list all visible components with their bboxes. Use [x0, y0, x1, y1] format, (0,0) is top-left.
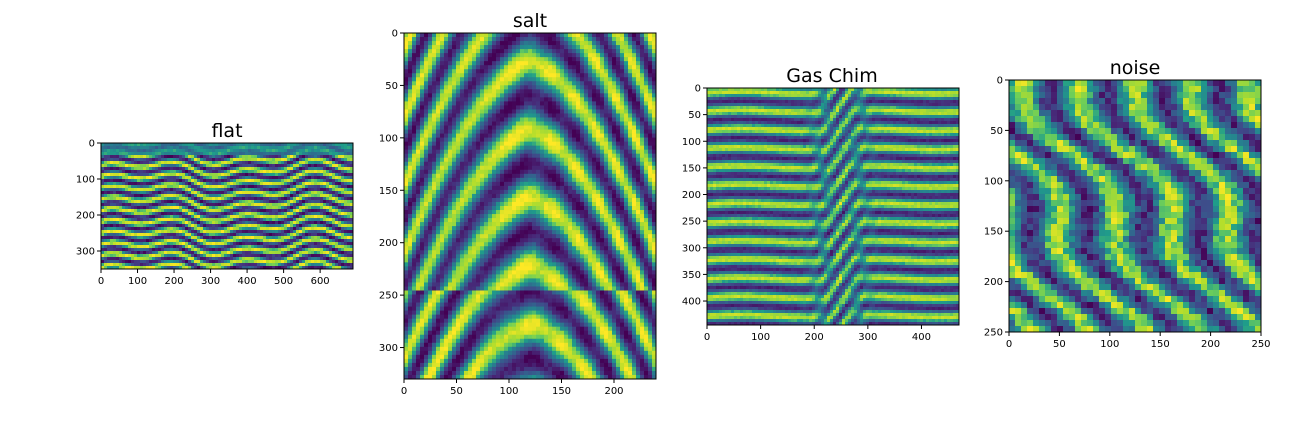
panel-gas-chim: Gas Chim 0 100 200 300 400 0 50 100 150 200 250 30… — [682, 65, 960, 343]
y-tick-label: 400 — [682, 297, 701, 308]
y-tick-label: 0 — [392, 29, 398, 40]
x-tick-label: 200 — [604, 386, 623, 397]
x-tick-label: 100 — [128, 276, 147, 287]
x-tick-label: 600 — [311, 276, 330, 287]
x-tick-label: 100 — [1100, 339, 1119, 350]
x-tick-label: 0 — [98, 276, 104, 287]
axes-frame — [706, 87, 960, 326]
y-tick-label: 100 — [379, 133, 398, 144]
axes-frame — [100, 142, 354, 270]
x-tick-label: 300 — [201, 276, 220, 287]
y-tick-label: 350 — [682, 270, 701, 281]
x-tick-label: 500 — [274, 276, 293, 287]
y-tick-label: 50 — [990, 126, 1003, 137]
panel-title: noise — [1110, 57, 1161, 79]
y-axis: 0 50 100 150 200 250 300 350 400 — [682, 84, 707, 308]
panel-title: flat — [211, 120, 242, 142]
x-tick-label: 50 — [450, 386, 463, 397]
y-tick-label: 200 — [984, 277, 1003, 288]
x-tick-label: 100 — [499, 386, 518, 397]
panel-title: salt — [513, 10, 547, 32]
x-axis: 0 100 200 300 400 500 600 — [98, 269, 330, 287]
x-axis: 0 50 100 150 200 250 — [1006, 332, 1271, 350]
heatmap-cells — [404, 33, 657, 380]
panel-noise: noise 0 50 100 150 200 250 0 50 100 150 200 250 — [984, 57, 1271, 350]
panel-salt: salt 0 50 100 150 200 0 50 100 150 200 250 300 — [379, 10, 657, 397]
y-tick-label: 250 — [379, 291, 398, 302]
y-tick-label: 0 — [89, 139, 95, 150]
heatmap-cells — [707, 88, 960, 326]
y-tick-label: 50 — [385, 81, 398, 92]
x-tick-label: 250 — [1251, 339, 1270, 350]
x-tick-label: 200 — [1201, 339, 1220, 350]
y-axis: 0 100 200 300 — [76, 139, 101, 258]
x-tick-label: 200 — [805, 332, 824, 343]
axes-frame — [403, 32, 657, 380]
heatmap-cells — [1009, 80, 1262, 333]
panel-flat: flat 0 100 200 300 400 500 600 0 100 200 300 — [76, 120, 354, 287]
x-tick-label: 100 — [751, 332, 770, 343]
y-tick-label: 150 — [984, 227, 1003, 238]
x-axis: 0 100 200 300 400 — [704, 325, 931, 343]
x-axis: 0 50 100 150 200 — [401, 379, 624, 397]
x-tick-label: 150 — [1151, 339, 1170, 350]
y-tick-label: 150 — [379, 186, 398, 197]
y-tick-label: 300 — [76, 247, 95, 258]
x-tick-label: 400 — [912, 332, 931, 343]
x-tick-label: 0 — [704, 332, 710, 343]
x-tick-label: 200 — [164, 276, 183, 287]
y-tick-label: 300 — [379, 343, 398, 354]
y-tick-label: 150 — [682, 163, 701, 174]
y-tick-label: 300 — [682, 243, 701, 254]
y-axis: 0 50 100 150 200 250 300 — [379, 29, 404, 354]
y-tick-label: 200 — [682, 190, 701, 201]
y-tick-label: 50 — [688, 110, 701, 121]
panel-title: Gas Chim — [786, 65, 877, 87]
y-tick-label: 100 — [682, 137, 701, 148]
y-tick-label: 250 — [682, 217, 701, 228]
y-tick-label: 100 — [984, 176, 1003, 187]
y-tick-label: 250 — [984, 328, 1003, 339]
x-tick-label: 150 — [552, 386, 571, 397]
x-tick-label: 50 — [1053, 339, 1066, 350]
x-tick-label: 0 — [401, 386, 407, 397]
axes-frame — [1008, 79, 1262, 333]
x-tick-label: 0 — [1006, 339, 1012, 350]
x-tick-label: 300 — [858, 332, 877, 343]
y-tick-label: 200 — [379, 238, 398, 249]
y-tick-label: 200 — [76, 211, 95, 222]
y-tick-label: 0 — [997, 76, 1003, 87]
y-tick-label: 0 — [695, 84, 701, 95]
y-axis: 0 50 100 150 200 250 — [984, 76, 1009, 339]
y-tick-label: 100 — [76, 175, 95, 186]
heatmap-cells — [101, 143, 354, 270]
x-tick-label: 400 — [238, 276, 257, 287]
